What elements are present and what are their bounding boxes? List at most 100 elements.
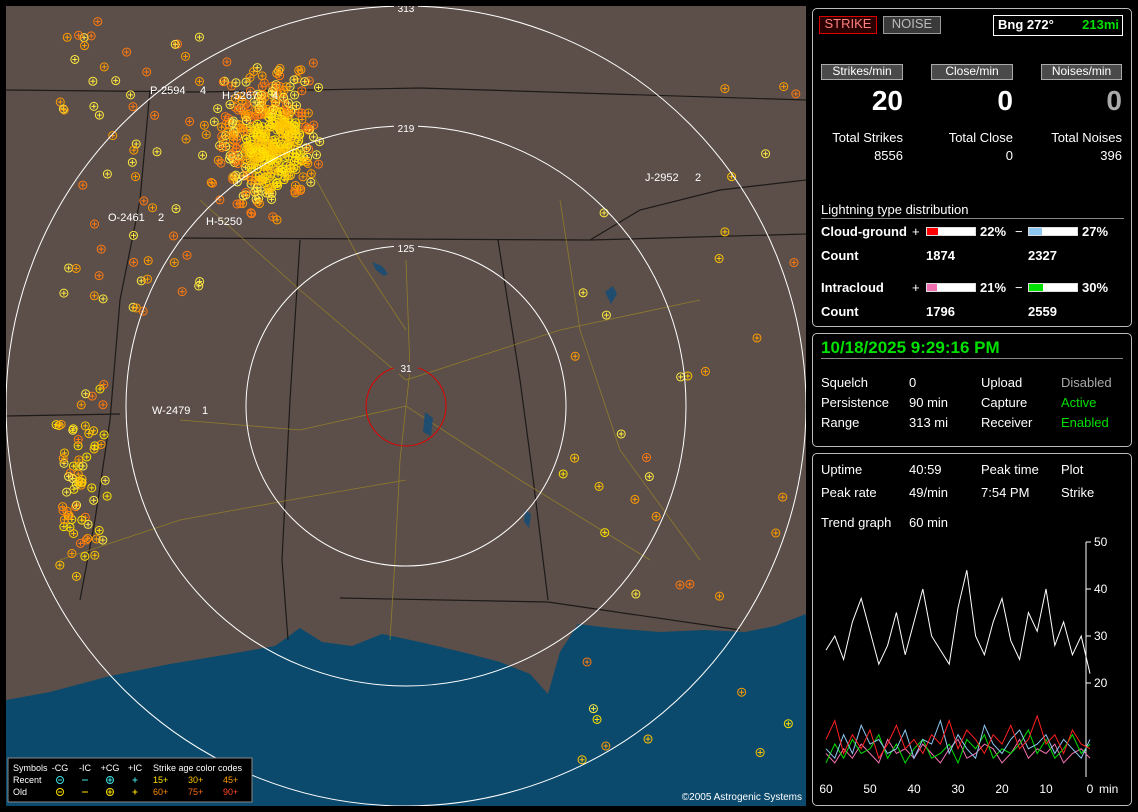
strike-circle xyxy=(213,155,223,165)
strike-plus xyxy=(259,176,265,182)
strike-symbol xyxy=(129,145,139,155)
bar-box xyxy=(1028,227,1078,236)
strike-plus xyxy=(253,108,259,114)
strike-symbol xyxy=(86,31,96,41)
y-tick-label: 40 xyxy=(1094,582,1108,596)
strike-symbol xyxy=(304,76,314,86)
strike-button[interactable]: STRIKE xyxy=(819,16,877,34)
strike-plus xyxy=(677,582,683,588)
rate-label: Noises/min xyxy=(1041,64,1122,80)
strike-symbol xyxy=(171,204,181,214)
strike-circle xyxy=(289,75,299,85)
strike-symbol xyxy=(274,123,284,133)
strike-plus xyxy=(248,137,254,143)
strike-plus xyxy=(596,483,602,489)
rate-label: Close/min xyxy=(931,64,1013,80)
strike-plus xyxy=(717,593,723,599)
legend-circle xyxy=(106,788,114,796)
strike-plus xyxy=(247,75,253,81)
strike-symbol xyxy=(311,150,321,160)
strike-symbol xyxy=(737,687,747,697)
strike-symbol xyxy=(128,102,138,112)
strike-symbol xyxy=(308,58,318,68)
legend-sign xyxy=(107,789,113,795)
strike-circle xyxy=(129,230,139,240)
strike-circle xyxy=(58,506,68,516)
strike-plus xyxy=(234,137,240,143)
strike-circle xyxy=(308,58,318,68)
bar-fill xyxy=(1029,228,1042,235)
setting: Upload xyxy=(981,375,1023,390)
strike-circle xyxy=(290,90,300,100)
strike-plus xyxy=(201,122,207,128)
strike-plus xyxy=(76,457,82,463)
strike-circle xyxy=(59,448,69,458)
strike-plus xyxy=(81,35,87,41)
bearing-box xyxy=(993,15,1123,36)
strike-circle xyxy=(76,478,86,488)
legend-age: 75+ xyxy=(188,787,203,797)
strike-plus xyxy=(272,150,278,156)
strike-plus xyxy=(76,32,82,38)
strike-circle xyxy=(99,379,109,389)
strike-symbol xyxy=(281,118,291,128)
strike-circle xyxy=(83,519,93,529)
strike-symbol xyxy=(148,203,158,213)
x-tick-label: 60 xyxy=(819,782,833,796)
strike-plus xyxy=(227,102,233,108)
strike-plus xyxy=(293,120,299,126)
bar-box xyxy=(926,227,976,236)
strike-plus xyxy=(100,402,106,408)
x-tick-label: 30 xyxy=(951,782,965,796)
strike-symbol xyxy=(243,101,253,111)
strike-circle xyxy=(265,183,275,193)
count-label: Count xyxy=(821,304,859,319)
strike-symbol xyxy=(306,177,316,187)
strike-symbol xyxy=(90,441,100,451)
station-count: 2 xyxy=(695,172,701,184)
strike-plus xyxy=(603,743,609,749)
strike-plus xyxy=(287,163,293,169)
strike-plus xyxy=(183,53,189,59)
minus-sign: − xyxy=(1015,280,1023,295)
legend-age: 60+ xyxy=(153,787,168,797)
strike-circle xyxy=(181,134,191,144)
setting: Squelch xyxy=(821,375,868,390)
setting: Capture xyxy=(981,395,1028,410)
state-borders xyxy=(6,87,806,641)
strike-plus xyxy=(601,210,607,216)
strike-plus xyxy=(281,87,287,93)
strike-circle xyxy=(291,148,301,158)
strike-plus xyxy=(584,659,590,665)
strike-circle xyxy=(76,400,86,410)
strike-circle xyxy=(77,474,87,484)
strike-circle xyxy=(278,129,288,139)
strike-circle xyxy=(309,120,319,130)
strike-plus xyxy=(171,233,177,239)
strike-plus xyxy=(313,152,319,158)
setting: 0 xyxy=(909,375,917,390)
strike-symbol xyxy=(308,132,318,142)
strike-symbol xyxy=(201,130,211,140)
strike-circle xyxy=(253,163,263,173)
station-id: P-2594 xyxy=(150,85,185,97)
strike-circle xyxy=(148,203,158,213)
strike-circle xyxy=(59,458,69,468)
strike-plus xyxy=(60,455,66,461)
strike-circle xyxy=(56,419,66,429)
strike-symbol xyxy=(78,180,88,190)
stat: Peak time xyxy=(981,462,1039,477)
strike-plus xyxy=(98,246,104,252)
strike-plus xyxy=(101,432,107,438)
stat: Plot xyxy=(1061,462,1084,477)
strike-circle xyxy=(201,130,211,140)
strike-plus xyxy=(272,98,278,104)
strike-symbol xyxy=(139,196,149,206)
total-label: Total Close xyxy=(948,130,1013,145)
strike-circle xyxy=(222,57,232,67)
strike-symbol xyxy=(64,472,74,482)
noise-button[interactable]: NOISE xyxy=(883,16,941,34)
strike-plus xyxy=(267,185,273,191)
strike-plus xyxy=(101,381,107,387)
